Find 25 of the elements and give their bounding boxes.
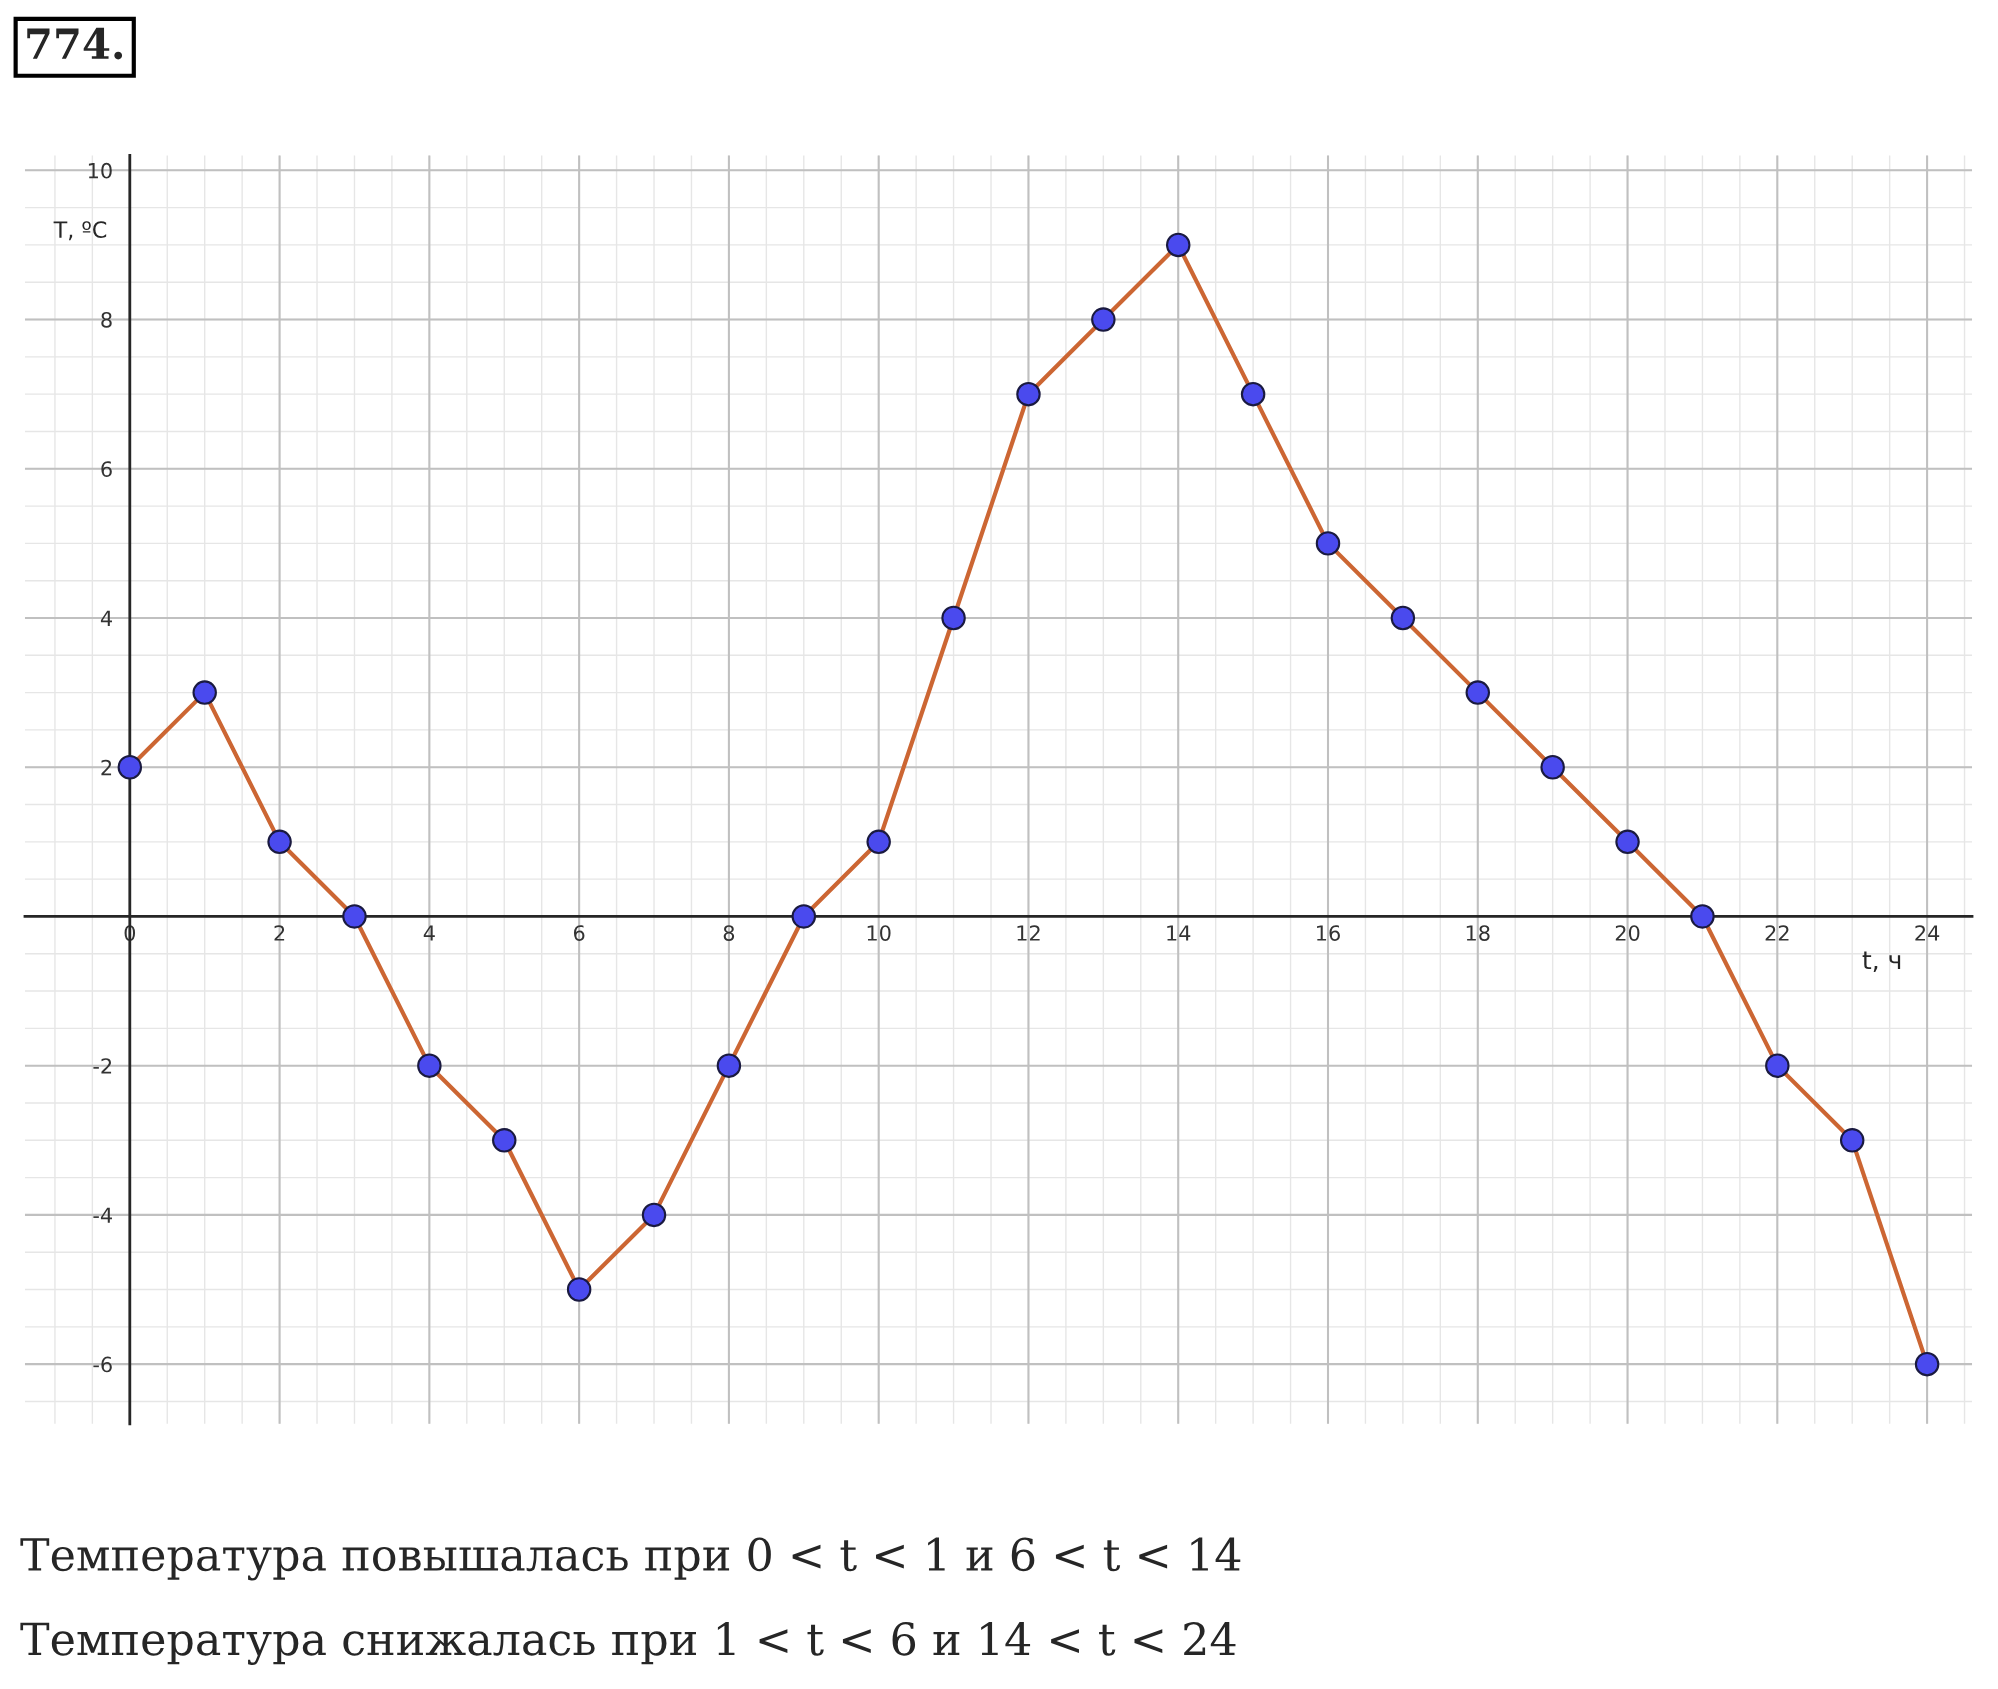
- y-tick-label: 8: [101, 311, 112, 328]
- x-axis-title: t, ч: [1862, 951, 1901, 972]
- x-tick-label: 2: [274, 925, 285, 941]
- x-tick-label: 14: [1167, 925, 1191, 941]
- text: Температура повышалась при 0 < t < 1 и 6 < t < 14: [20, 1537, 1241, 1581]
- y-tick-label: 4: [100, 610, 112, 626]
- x-tick-label: 4: [423, 925, 435, 941]
- y-tick-label: 10: [88, 162, 112, 179]
- chart-title: 774.: [27, 27, 123, 60]
- y-tick-label: -6: [93, 1356, 112, 1373]
- x-tick-label: 6: [573, 925, 585, 941]
- y-tick-label: -2: [93, 1058, 112, 1074]
- text: Температура снижалась при 1 < t < 6 и 14 < t < 24: [20, 1622, 1236, 1665]
- x-tick-label: 12: [1017, 925, 1040, 941]
- y-tick-label: -4: [93, 1207, 112, 1223]
- x-tick-label: 18: [1466, 925, 1490, 941]
- x-tick-label: 10: [867, 925, 891, 941]
- x-tick-label: 8: [723, 925, 735, 941]
- x-tick-label: 16: [1317, 925, 1340, 941]
- y-tick-label: 6: [101, 461, 112, 477]
- x-tick-label: 24: [1915, 925, 1940, 941]
- y-tick-label: 2: [101, 759, 112, 776]
- x-tick-label: 20: [1615, 925, 1640, 941]
- y-axis-title: T, ºC: [53, 221, 107, 241]
- x-tick-label: 22: [1765, 925, 1789, 941]
